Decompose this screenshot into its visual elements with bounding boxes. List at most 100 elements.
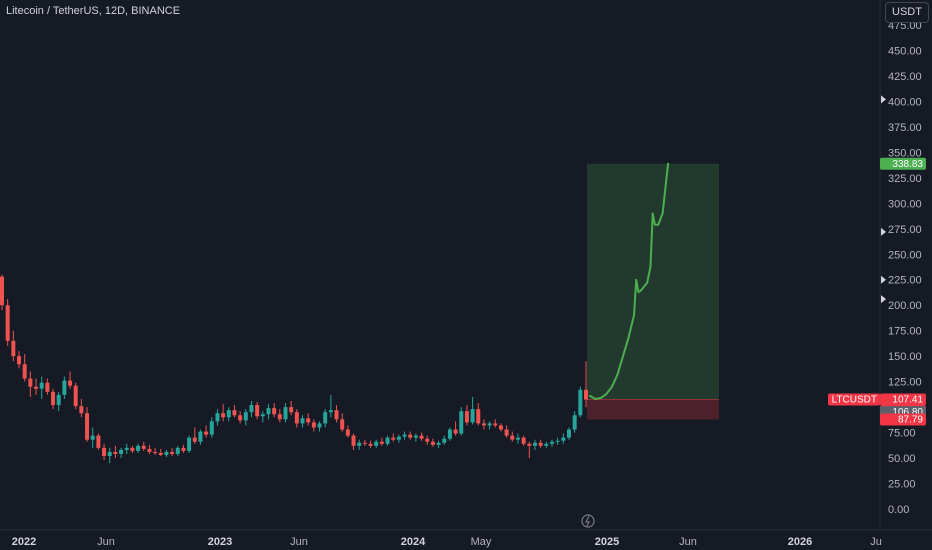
candle-body — [566, 429, 571, 438]
stop-zone — [587, 399, 719, 420]
candle-body — [504, 429, 509, 436]
candle-body — [402, 434, 407, 437]
candle-body — [164, 451, 169, 455]
candle-body — [561, 437, 566, 441]
scale-arrow-icon — [881, 95, 886, 104]
last-price-badge: 107.41 — [892, 395, 923, 406]
candle-body — [147, 448, 152, 452]
candle-body — [487, 423, 492, 426]
candle-body — [419, 435, 424, 439]
candle-body — [79, 406, 84, 414]
y-tick-label: 175.00 — [888, 326, 922, 338]
candle-body — [141, 445, 146, 449]
candle-body — [510, 435, 515, 440]
y-tick-label: 0.00 — [888, 504, 909, 516]
candle-body — [306, 418, 311, 423]
y-tick-label: 350.00 — [888, 147, 922, 159]
candle-body — [555, 440, 560, 442]
y-tick-label: 475.00 — [888, 20, 922, 32]
x-tick-label: 2025 — [595, 536, 619, 548]
x-tick-label: 2026 — [788, 536, 812, 548]
y-tick-label: 325.00 — [888, 173, 922, 185]
candle-body — [379, 441, 384, 444]
candle-body — [396, 436, 401, 440]
entry-price-badge: 106.80 — [892, 407, 923, 418]
candle-body — [572, 415, 577, 430]
candle-body — [11, 340, 16, 357]
target-price-badge: 338.83 — [892, 159, 923, 170]
candle-body — [17, 356, 22, 365]
x-tick-label: May — [471, 536, 492, 548]
candle-body — [345, 429, 350, 436]
candle-body — [215, 413, 220, 422]
candle-body — [521, 437, 526, 444]
y-tick-label: 275.00 — [888, 224, 922, 236]
candle-body — [153, 451, 158, 453]
candle-body — [476, 409, 481, 424]
y-tick-label: 200.00 — [888, 300, 922, 312]
candle-body — [493, 423, 498, 426]
candle-body — [447, 429, 452, 439]
candle-body — [5, 305, 10, 341]
candle-body — [28, 378, 33, 387]
candle-body — [300, 418, 305, 424]
candle-body — [136, 445, 141, 451]
candle-body — [436, 442, 441, 445]
currency-button[interactable]: USDT — [885, 2, 929, 23]
candle-body — [357, 442, 362, 446]
y-tick-label: 425.00 — [888, 71, 922, 83]
candle-body — [584, 389, 588, 400]
stop-price-badge: 87.79 — [898, 415, 923, 426]
candle-body — [527, 443, 532, 446]
candle-body — [22, 364, 27, 379]
candle-body — [464, 411, 469, 423]
y-tick-label: 75.00 — [888, 428, 916, 440]
candle-body — [544, 443, 549, 446]
candle-body — [351, 435, 356, 446]
candle-body — [107, 451, 112, 457]
symbol-badge: LTCUSDT — [832, 395, 877, 406]
candle-body — [119, 449, 124, 454]
last-price-badge-bg — [880, 393, 926, 406]
candle-body — [232, 410, 237, 416]
candle-body — [532, 442, 537, 446]
y-tick-label: 400.00 — [888, 96, 922, 108]
x-tick-label: Jun — [679, 536, 697, 548]
profit-zone — [587, 163, 719, 400]
scale-arrow-icon — [881, 295, 886, 304]
candle-body — [90, 435, 95, 440]
candle-body — [238, 415, 243, 421]
candle-body — [391, 437, 396, 440]
candle-body — [266, 408, 271, 415]
candle-body — [158, 452, 163, 455]
x-tick-label: Jun — [290, 536, 308, 548]
candle-body — [181, 447, 186, 451]
target-price-badge-bg — [880, 157, 926, 170]
candle-body — [578, 389, 583, 416]
candle-body — [51, 391, 56, 406]
candle-body — [255, 405, 260, 417]
candle-body — [175, 447, 180, 454]
candle-body — [289, 407, 294, 413]
lightning-icon[interactable] — [581, 514, 595, 528]
candle-body — [62, 380, 67, 395]
candle-body — [323, 412, 328, 424]
candle-body — [56, 394, 61, 406]
candle-body — [425, 438, 430, 442]
y-tick-label: 25.00 — [888, 479, 916, 491]
candle-body — [272, 408, 277, 415]
candle-body — [260, 414, 265, 417]
candle-body — [0, 276, 4, 306]
candle-body — [187, 437, 192, 451]
stop-price-badge-bg — [880, 413, 926, 426]
candle-body — [549, 441, 554, 444]
candle-body — [204, 431, 209, 435]
y-tick-label: 300.00 — [888, 198, 922, 210]
candle-body — [413, 435, 418, 438]
lightning-bolt-icon — [585, 515, 590, 527]
x-tick-label: 2024 — [401, 536, 426, 548]
candle-body — [209, 421, 214, 435]
x-tick-label: 2023 — [208, 536, 232, 548]
candle-body — [85, 413, 90, 440]
